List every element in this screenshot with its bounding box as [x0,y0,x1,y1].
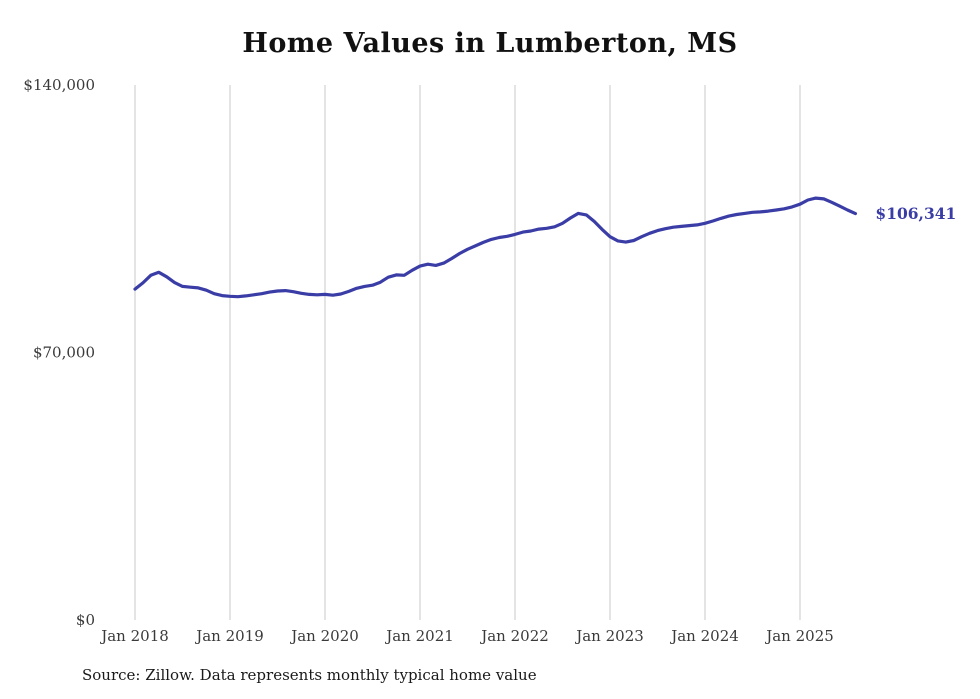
y-tick-label: $0 [76,611,95,629]
x-tick-label: Jan 2022 [479,627,549,645]
x-tick-label: Jan 2019 [194,627,264,645]
chart-title: Home Values in Lumberton, MS [242,28,738,59]
x-tick-label: Jan 2023 [574,627,644,645]
x-tick-label: Jan 2020 [289,627,359,645]
home-value-series-line [133,196,857,299]
source-note: Source: Zillow. Data represents monthly … [82,666,537,684]
y-tick-label: $70,000 [33,344,95,362]
final-value-label: $106,341 [875,203,957,223]
x-tick-label: Jan 2018 [99,627,169,645]
x-tick-label: Jan 2025 [764,627,834,645]
x-tick-label: Jan 2024 [669,627,739,645]
x-tick-label: Jan 2021 [384,627,454,645]
y-tick-label: $140,000 [23,76,95,94]
